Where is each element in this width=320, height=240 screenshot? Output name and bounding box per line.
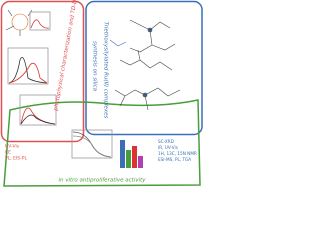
spectra-sketch — [7, 11, 113, 159]
molecule-sketch — [5, 9, 181, 111]
method-label: IR, UV-Vis — [158, 145, 178, 150]
synthesis-panel — [85, 0, 203, 136]
method-label: UV-Vis — [5, 144, 20, 150]
synthesis-label: synthesis on silica — [92, 41, 98, 92]
bars-sketch — [120, 140, 143, 168]
photophysics-label: photophysical characterization and TD-DF… — [53, 0, 80, 112]
method-label: CE — [5, 150, 11, 156]
activity-label: in vitro antiproliferative activity — [58, 178, 146, 184]
complexes-label: Triethoxysilylated Ru(II) complexes — [103, 22, 109, 119]
activity-panel — [3, 99, 201, 187]
method-label: SC-XRD — [158, 139, 174, 144]
method-label: 1H, 13C, 15N NMR — [158, 151, 197, 156]
method-label: PL, EIS-PL — [5, 156, 27, 162]
graphical-abstract: photophysical characterization and TD-DF… — [0, 0, 203, 187]
photophysics-panel — [0, 0, 85, 143]
method-label: ESI-MS, PL, TGA — [158, 157, 191, 162]
